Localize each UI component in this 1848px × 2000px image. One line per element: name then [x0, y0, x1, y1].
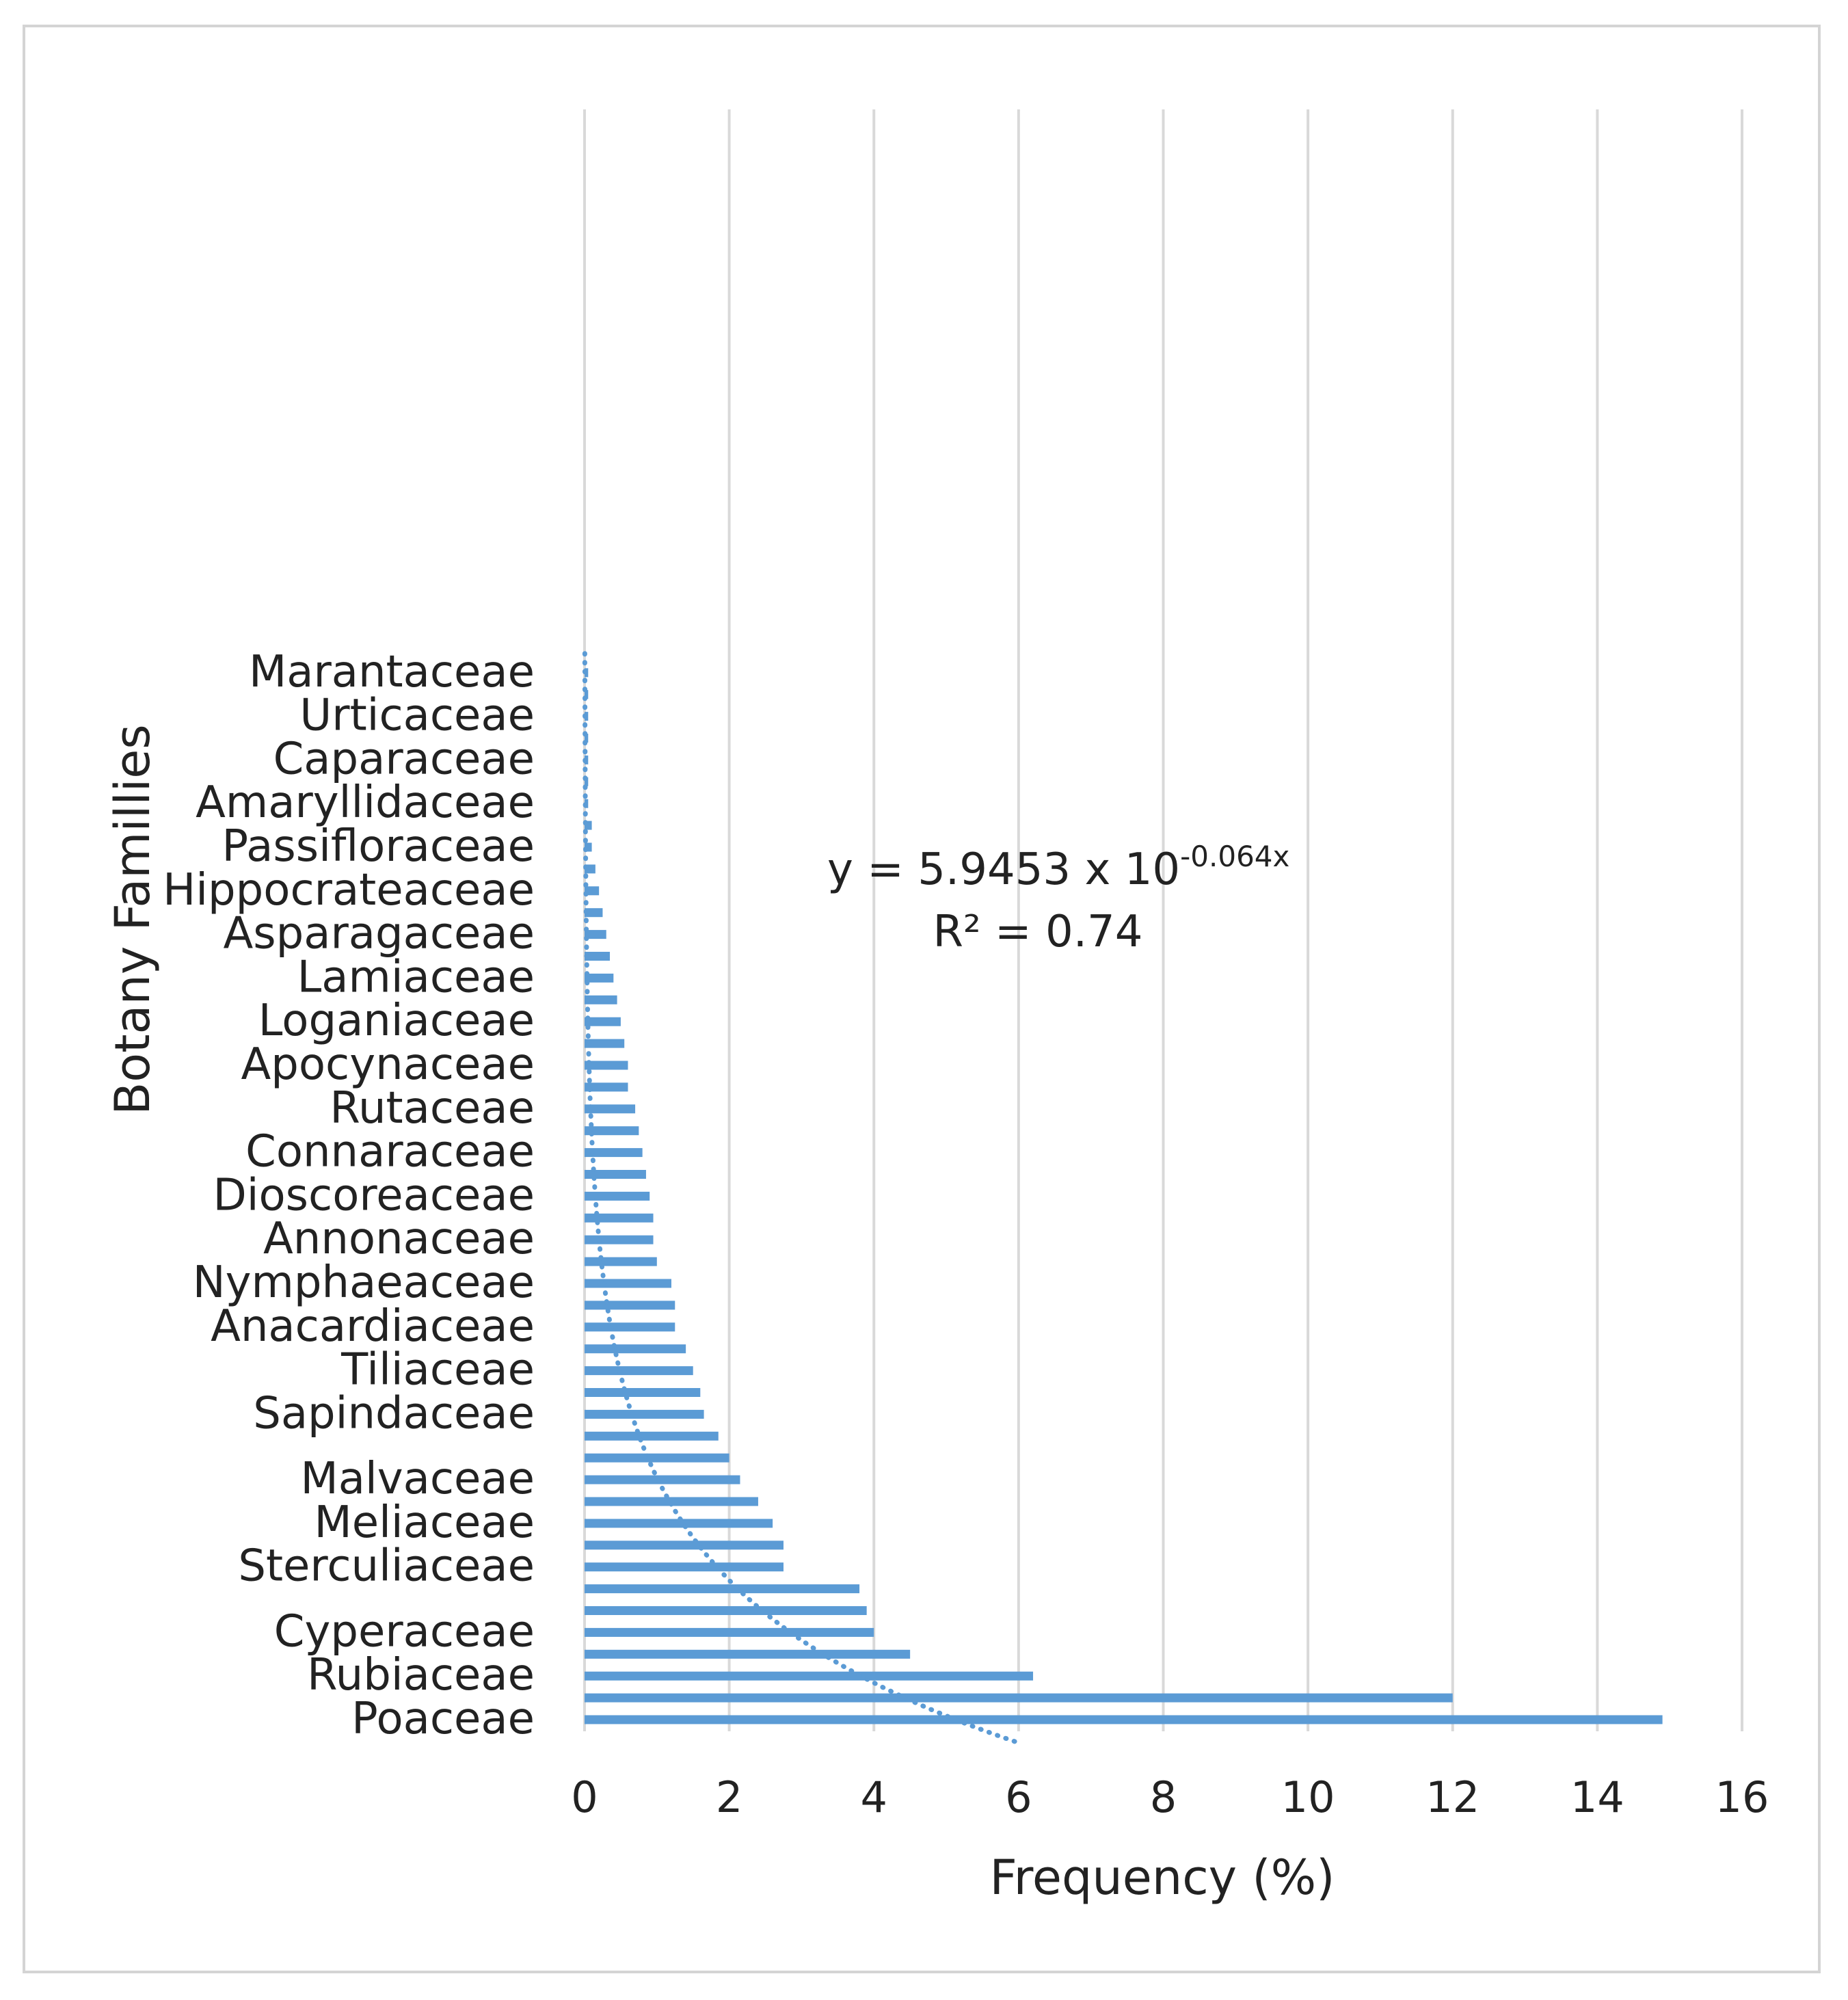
x-tick-label-3: 6	[1005, 1772, 1032, 1822]
category-label-2: Rubiaceae	[307, 1650, 535, 1701]
bar-32	[585, 1017, 621, 1026]
x-axis-title: Frequency (%)	[989, 1850, 1335, 1906]
category-label-22: Annonaceae	[263, 1214, 535, 1264]
category-label-7: Sterculiaceae	[238, 1541, 535, 1592]
category-label-40: Passifloraceae	[222, 821, 535, 872]
bar-41	[585, 821, 592, 830]
bar-5	[585, 1606, 867, 1615]
trendline	[582, 643, 1017, 1744]
bar-17	[585, 1344, 686, 1354]
bar-27	[585, 1126, 639, 1136]
category-label-46: Urticaceae	[299, 691, 535, 741]
category-label-44: Caparaceae	[273, 734, 535, 784]
category-label-34: Lamiaceae	[297, 952, 535, 1002]
bar-34	[585, 973, 614, 983]
bar-24	[585, 1191, 650, 1201]
trendline-equation-base: y = 5.9453 x 10	[827, 844, 1180, 895]
bars	[585, 668, 1663, 1724]
bar-1	[585, 1693, 1453, 1703]
x-tick-labels: 0 2 4 6 8 10 12 14 16	[571, 1772, 1769, 1822]
bar-13	[585, 1431, 719, 1441]
trendline-path	[582, 643, 1017, 1744]
category-label-32: Loganiaceae	[258, 996, 535, 1046]
chart-frame	[23, 25, 1821, 1973]
bar-35	[585, 952, 611, 961]
trendline-equation-exponent: -0.064x	[1180, 840, 1289, 873]
y-axis-title: Botany Famillies	[105, 724, 161, 1115]
category-label-16: Tiliaceae	[340, 1345, 535, 1396]
category-label-48: Marantaceae	[249, 647, 535, 697]
bar-2	[585, 1671, 1034, 1681]
bar-22	[585, 1235, 654, 1244]
category-label-28: Rutaceae	[330, 1083, 535, 1134]
bar-40	[585, 842, 592, 852]
bar-31	[585, 1039, 625, 1048]
trendline-equation: y = 5.9453 x 10-0.064x	[827, 840, 1289, 895]
category-label-14: Sapindaceae	[253, 1388, 535, 1439]
gridlines	[583, 109, 1743, 1731]
bar-15	[585, 1388, 701, 1397]
x-tick-label-2: 4	[861, 1772, 887, 1822]
bar-9	[585, 1519, 773, 1528]
bar-25	[585, 1170, 646, 1179]
bar-29	[585, 1082, 628, 1092]
bar-43	[585, 777, 589, 786]
category-labels: PoaceaeRubiaceaeCyperaceaeSterculiaceaeM…	[163, 647, 535, 1744]
bar-47	[585, 690, 589, 699]
bar-4	[585, 1627, 874, 1637]
bar-33	[585, 995, 617, 1004]
category-label-24: Dioscoreaceae	[213, 1170, 535, 1221]
bar-20	[585, 1279, 671, 1288]
category-label-11: Malvaceae	[301, 1454, 535, 1504]
bar-6	[585, 1584, 860, 1594]
bar-26	[585, 1148, 643, 1158]
x-tick-label-8: 16	[1715, 1772, 1769, 1822]
bar-7	[585, 1562, 784, 1572]
category-label-26: Connaraceae	[245, 1127, 535, 1177]
bar-45	[585, 734, 589, 743]
bar-36	[585, 930, 606, 939]
x-tick-label-4: 8	[1150, 1772, 1177, 1822]
category-label-18: Anacardiaceae	[211, 1301, 535, 1352]
bar-12	[585, 1453, 729, 1463]
category-label-9: Meliaceae	[314, 1497, 535, 1548]
trendline-r2: R² = 0.74	[933, 907, 1143, 957]
bar-16	[585, 1366, 693, 1376]
category-label-42: Amaryllidaceae	[196, 777, 535, 828]
x-tick-label-5: 10	[1281, 1772, 1335, 1822]
bar-11	[585, 1475, 740, 1484]
x-tick-label-6: 12	[1425, 1772, 1479, 1822]
category-label-30: Apocynaceae	[241, 1039, 535, 1090]
bar-18	[585, 1322, 675, 1332]
bar-3	[585, 1649, 911, 1659]
x-tick-label-7: 14	[1570, 1772, 1624, 1822]
bar-23	[585, 1213, 654, 1223]
bar-19	[585, 1301, 675, 1310]
bar-37	[585, 908, 603, 918]
x-tick-label-0: 0	[571, 1772, 598, 1822]
bar-8	[585, 1541, 784, 1550]
bar-30	[585, 1061, 628, 1070]
bar-21	[585, 1257, 657, 1266]
bar-28	[585, 1104, 636, 1114]
category-label-36: Asparagaceae	[224, 909, 535, 959]
bar-0	[585, 1715, 1663, 1724]
category-label-4: Cyperaceae	[274, 1606, 535, 1657]
x-tick-label-1: 2	[716, 1772, 742, 1822]
bar-14	[585, 1409, 704, 1419]
category-label-38: Hippocrateaceae	[163, 865, 535, 916]
category-label-20: Nymphaeaceae	[193, 1257, 535, 1308]
category-label-0: Poaceae	[351, 1694, 535, 1744]
